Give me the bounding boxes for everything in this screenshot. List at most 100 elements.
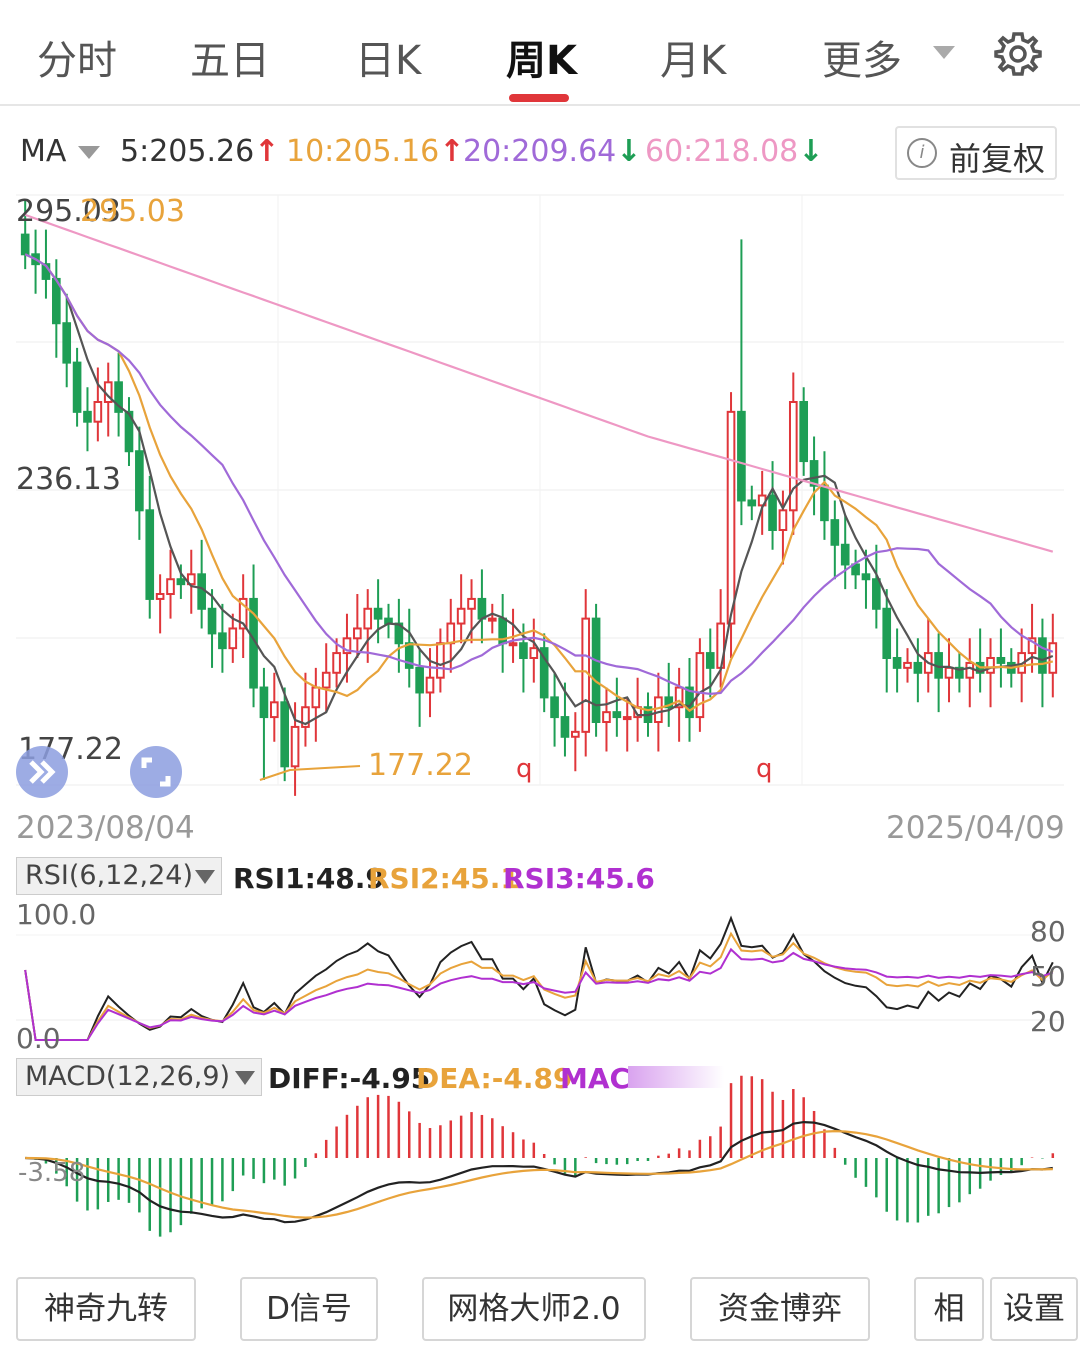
candle-body <box>996 657 1006 664</box>
candle-body <box>124 410 134 453</box>
macd-fade <box>628 1066 724 1088</box>
candle-body <box>602 711 611 724</box>
tab-more[interactable]: 更多 <box>822 38 902 84</box>
macd-axis-label: -3.58 <box>18 1158 86 1188</box>
triangle-down-icon[interactable] <box>78 146 100 159</box>
candle-body <box>456 607 466 625</box>
ma-legend-row: MA 5:205.26↑ 10:205.16↑ 20:209.64↓ 60:21… <box>0 130 1080 176</box>
candle-body <box>861 573 871 581</box>
candle-body <box>436 642 445 679</box>
candle-body <box>446 622 456 645</box>
double-chevron-right-icon[interactable] <box>16 746 68 798</box>
tab-daily-k[interactable]: 日K <box>355 38 422 84</box>
candle-body <box>737 410 746 502</box>
ma60-line <box>24 213 1054 553</box>
rsi-selector[interactable]: RSI(6,12,24) <box>16 857 222 895</box>
candle-body <box>301 706 310 728</box>
candle-body <box>705 652 715 669</box>
capital-game-button[interactable]: 资金博弈 <box>690 1277 870 1341</box>
candle-body <box>664 696 674 709</box>
date-start: 2023/08/04 <box>16 810 195 846</box>
rsi1-line <box>24 915 1054 1041</box>
price-adjust-button[interactable]: i 前复权 <box>895 126 1057 180</box>
grid-master-button[interactable]: 网格大师2.0 <box>422 1277 646 1341</box>
ma-selector-label[interactable]: MA <box>20 134 67 169</box>
ma60-value: 60:218.08↓ <box>645 134 823 169</box>
candle-body <box>1027 637 1037 655</box>
magic-nine-button[interactable]: 神奇九转 <box>16 1277 196 1341</box>
low-price-pointer <box>259 765 361 781</box>
macd-dea-value: DEA:-4.89 <box>416 1062 573 1095</box>
candle-body <box>197 573 206 610</box>
more-indicator-button[interactable]: 相 <box>914 1277 984 1341</box>
candle-body <box>944 666 954 679</box>
rsi-axis-bottom: 0.0 <box>16 1022 61 1055</box>
ma10-value: 10:205.16↑ <box>286 134 464 169</box>
macd-selector[interactable]: MACD(12,26,9) <box>16 1058 262 1096</box>
rsi2-value: RSI2:45.1 <box>368 862 520 895</box>
candle-body <box>321 671 331 689</box>
candle-body <box>93 400 103 423</box>
rsi-tick-20: 20 <box>1030 1005 1066 1038</box>
fullscreen-icon[interactable] <box>130 746 182 798</box>
candle-body <box>913 661 923 674</box>
candle-body <box>176 578 186 586</box>
candle-body <box>228 627 238 650</box>
candle-body <box>529 647 539 660</box>
tab-five-day[interactable]: 五日 <box>190 38 270 84</box>
candle-body <box>965 661 975 679</box>
candle-body <box>820 484 829 522</box>
candle-body <box>186 573 196 586</box>
ma20-value: 20:209.64↓ <box>463 134 641 169</box>
tab-intraday[interactable]: 分时 <box>37 38 117 84</box>
candle-body <box>903 661 912 669</box>
candle-body <box>218 632 227 650</box>
ma60-text: 60:218.08 <box>645 134 799 169</box>
candle-body <box>851 563 860 576</box>
signal-marker-q: q <box>756 754 773 784</box>
tab-weekly-k[interactable]: 周K <box>506 38 577 84</box>
candle-body <box>695 652 705 719</box>
candle-body <box>477 597 487 620</box>
tab-monthly-k[interactable]: 月K <box>660 38 727 84</box>
ma20-text: 20:209.64 <box>463 134 617 169</box>
signal-marker-q: q <box>516 754 533 784</box>
d-signal-button[interactable]: D信号 <box>240 1277 378 1341</box>
candle-body <box>508 642 518 647</box>
candle-body <box>83 410 92 423</box>
price-axis-top: 295.03 <box>16 194 121 229</box>
candle-body <box>986 657 995 674</box>
candle-body <box>892 657 902 669</box>
gear-icon[interactable] <box>994 30 1042 78</box>
candle-body <box>20 233 30 256</box>
candle-body <box>155 593 165 600</box>
macd-dea-line <box>25 1129 1053 1219</box>
candle-body <box>550 696 559 719</box>
arrow-down-icon: ↓ <box>798 134 824 169</box>
ma5-value: 5:205.26↑ <box>120 134 279 169</box>
candle-body <box>363 607 373 630</box>
ma10-text: 10:205.16 <box>286 134 440 169</box>
candle-body <box>487 617 497 622</box>
candle-body <box>311 686 321 709</box>
rsi1-value: RSI1:48.9 <box>233 862 385 895</box>
candle-body <box>539 647 549 699</box>
candle-body <box>353 627 362 640</box>
price-axis-mid: 236.13 <box>16 462 121 497</box>
candle-body <box>591 617 601 724</box>
rsi-tick-50: 50 <box>1030 960 1066 993</box>
date-end: 2025/04/09 <box>886 810 1065 846</box>
macd-diff-line <box>25 1120 1053 1224</box>
candle-body <box>467 597 476 610</box>
candle-body <box>72 361 82 413</box>
candle-body <box>674 686 684 709</box>
rsi-axis-top: 100.0 <box>16 898 97 931</box>
high-price-annotation: 295.03 <box>80 194 185 229</box>
rsi-tick-80: 80 <box>1030 915 1066 948</box>
candle-body <box>259 686 269 719</box>
settings-button[interactable]: 设置 <box>990 1277 1078 1341</box>
ma10-line <box>24 253 1054 713</box>
candle-body <box>269 701 279 719</box>
triangle-down-icon[interactable] <box>933 46 955 59</box>
